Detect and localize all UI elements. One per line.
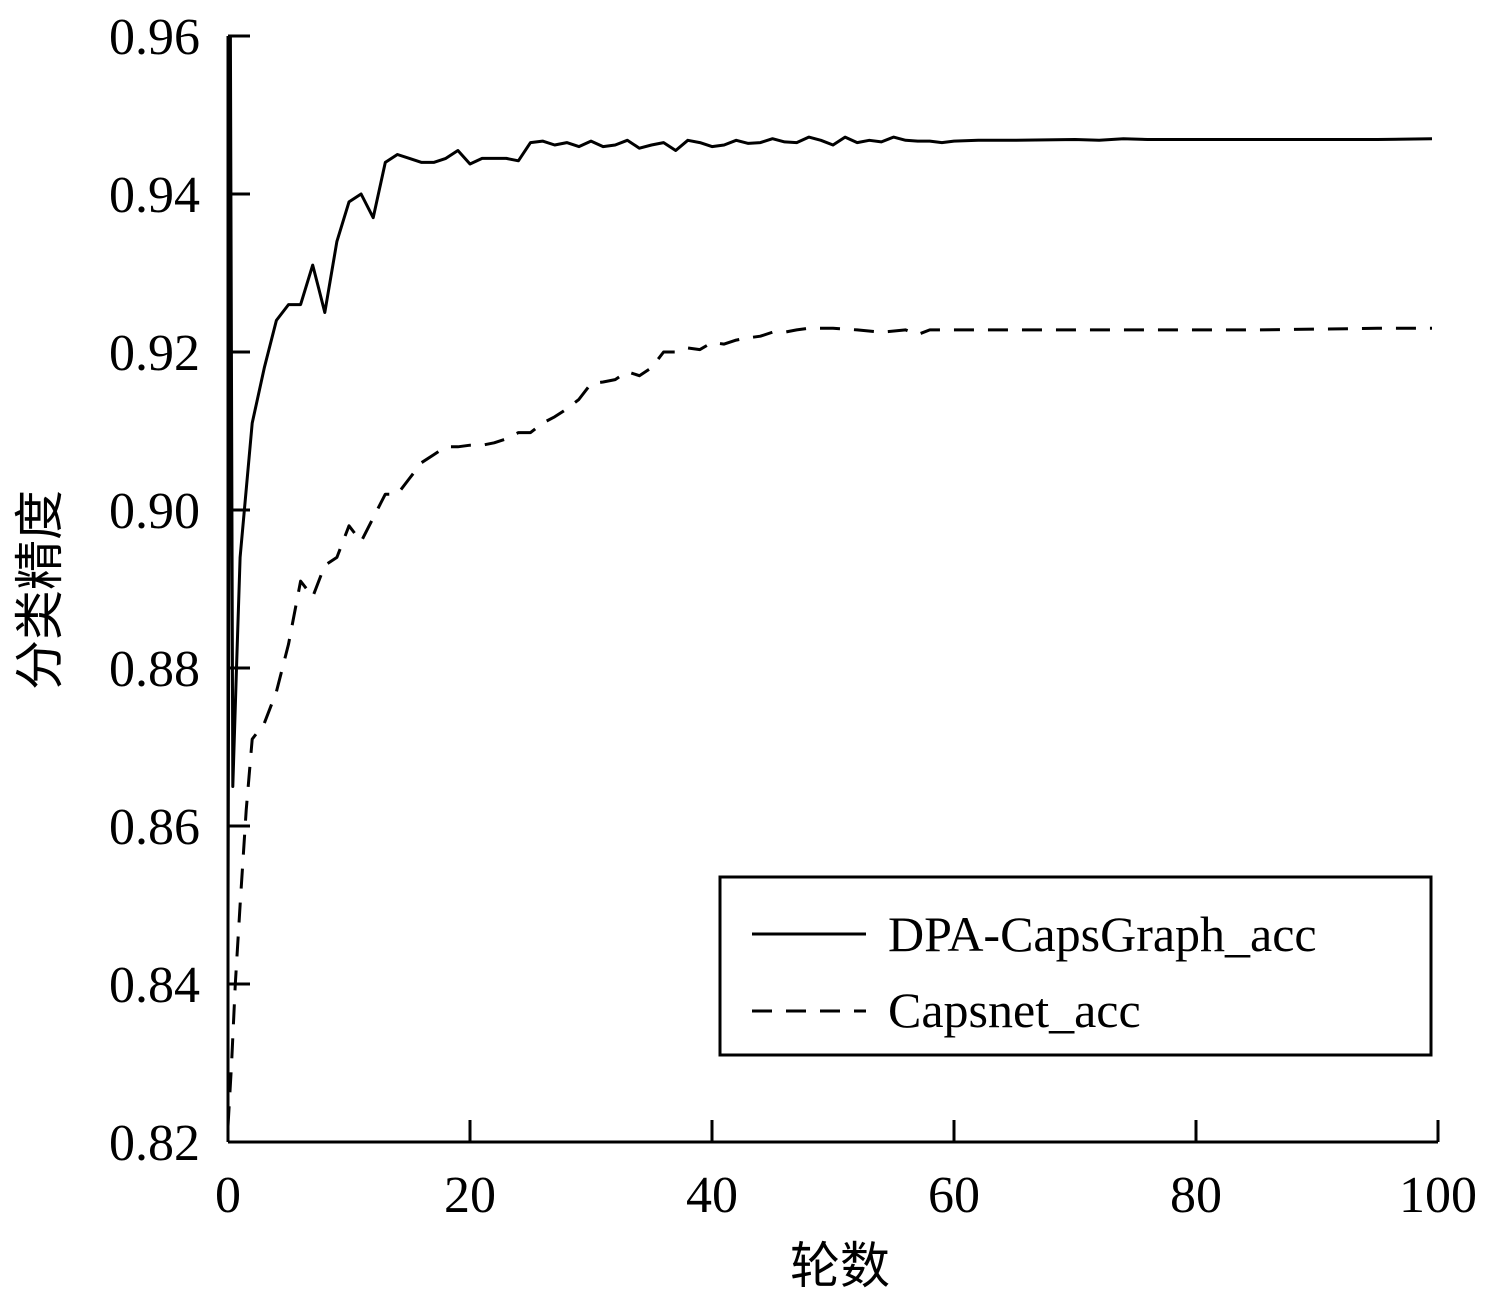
- y-axis-title: 分类精度: [12, 490, 68, 690]
- x-tick-label: 80: [1170, 1167, 1222, 1224]
- y-tick-label: 0.94: [109, 167, 200, 224]
- y-tick-label: 0.90: [109, 483, 200, 540]
- x-axis-title: 轮数: [790, 1238, 890, 1294]
- x-tick-label: 100: [1399, 1167, 1477, 1224]
- series-line-capsnet: [226, 326, 1432, 1127]
- x-tick-label: 40: [686, 1167, 738, 1224]
- x-tick-label: 0: [215, 1167, 241, 1224]
- legend-label-capsnet: Capsnet_acc: [888, 982, 1141, 1038]
- plot-area: [226, 34, 1433, 1127]
- y-tick-label: 0.86: [109, 799, 200, 856]
- y-tick-label: 0.82: [109, 1115, 200, 1172]
- y-tick-label: 0.92: [109, 325, 200, 382]
- y-tick-label: 0.96: [109, 9, 200, 66]
- x-tick-label: 20: [444, 1167, 496, 1224]
- y-axis: 0.82 0.84 0.86 0.88 0.90 0.92 0.94 0.96: [109, 9, 250, 1172]
- legend-box: [718, 875, 1433, 1057]
- series-line-dpa-capsgraph: [226, 34, 1433, 921]
- legend-label-dpa-capsgraph: DPA-CapsGraph_acc: [888, 906, 1317, 962]
- legend: DPA-CapsGraph_acc Capsnet_acc: [718, 875, 1433, 1057]
- y-tick-label: 0.84: [109, 957, 200, 1014]
- x-tick-label: 60: [928, 1167, 980, 1224]
- y-tick-label: 0.88: [109, 641, 200, 698]
- x-axis: 0 20 40 60 80 100: [215, 1120, 1477, 1224]
